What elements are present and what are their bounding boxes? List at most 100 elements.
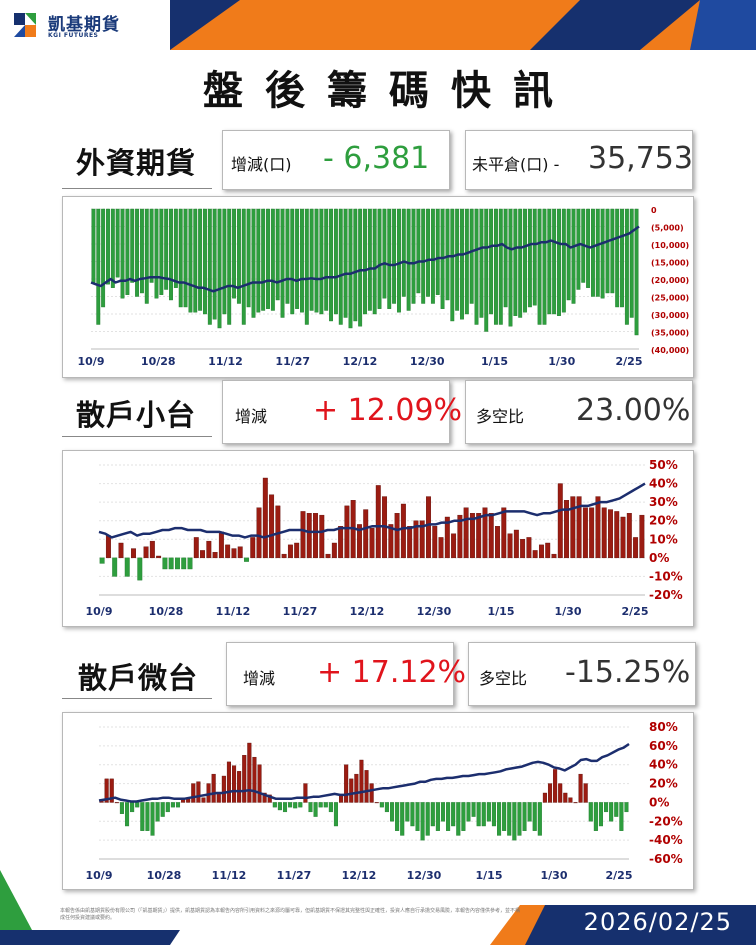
chart-bar	[493, 208, 498, 325]
chart-bar	[387, 208, 392, 309]
chart-bar	[323, 802, 328, 808]
chart-bar	[272, 802, 277, 808]
chart-bar	[410, 802, 415, 827]
chart-bar	[170, 802, 175, 808]
chart-bar	[634, 208, 639, 336]
chart-bar	[237, 546, 243, 559]
chart-bar	[364, 770, 369, 803]
chart-bar	[425, 802, 430, 836]
chart-bar	[489, 208, 494, 315]
x-tick-label: 11/12	[212, 869, 247, 882]
chart-bar	[169, 208, 173, 301]
y-tick-label: 30%	[649, 495, 678, 509]
chart-bar	[513, 208, 518, 316]
chart-bar	[479, 208, 484, 318]
chart-bar	[446, 802, 451, 831]
chart-bar	[416, 208, 421, 294]
chart-bar	[212, 208, 217, 320]
chart-line-series	[98, 742, 630, 803]
chart-bar	[191, 783, 196, 803]
chart-bar	[104, 778, 109, 803]
oi-value: 35,753	[588, 141, 693, 176]
x-tick-label: 12/12	[342, 869, 377, 882]
chart-bar	[232, 765, 237, 803]
chart-bar	[349, 778, 354, 803]
chart-bar	[392, 208, 397, 304]
chart-bar	[382, 208, 387, 299]
chart-bar	[130, 802, 135, 813]
x-tick-label: 10/28	[141, 355, 176, 368]
chart-bar	[395, 802, 400, 831]
chart-bar	[196, 781, 201, 803]
chart-bar	[354, 773, 359, 803]
chart-bar	[463, 507, 469, 559]
chart-bar	[218, 531, 224, 559]
chart-bar	[523, 208, 527, 313]
x-tick-label: 1/15	[481, 355, 508, 368]
chart-bar	[573, 802, 578, 804]
chart-bar	[394, 513, 400, 559]
chart-bar	[343, 208, 348, 318]
chart-bar	[512, 802, 517, 841]
chart-bar	[476, 513, 482, 559]
chart-bar	[517, 802, 522, 836]
chart-bar	[498, 208, 503, 325]
chart-bar	[626, 513, 632, 559]
chart-bar	[314, 208, 319, 313]
chart-bar	[397, 208, 401, 313]
chart-bar	[389, 802, 395, 822]
chart-bar	[488, 513, 494, 559]
chart-bar	[451, 533, 457, 559]
oi-label: 未平倉(口) -	[472, 155, 560, 174]
x-tick-label: 1/30	[541, 869, 568, 882]
section-title-retail-micro: 散戶微台	[78, 661, 199, 695]
chart-bar	[570, 496, 576, 559]
chart-bar	[455, 208, 460, 311]
x-tick-label: 12/30	[417, 605, 452, 618]
chart-bar	[457, 514, 463, 559]
chart-bar	[566, 208, 571, 301]
chart-bar	[460, 208, 464, 320]
chart-bar	[300, 208, 304, 313]
chart-bar	[438, 537, 444, 559]
chart-bar	[225, 544, 231, 559]
chart-bar	[256, 208, 261, 313]
brand-name: 凱基期貨	[48, 15, 120, 35]
chart-bar	[520, 539, 526, 559]
chart-bar	[135, 802, 140, 808]
chart-bar	[400, 802, 405, 836]
x-tick-label: 11/27	[275, 355, 310, 368]
chart-bar	[237, 771, 242, 803]
chart-bar	[502, 802, 507, 831]
chart-bar	[532, 550, 538, 559]
chart-bar	[206, 540, 212, 559]
chart-bar	[207, 208, 212, 325]
chart-bar	[600, 208, 605, 299]
chart-bar	[356, 524, 362, 559]
y-tick-label: -20%	[649, 588, 683, 602]
chart-bar	[532, 208, 537, 306]
chart-bar	[183, 208, 188, 308]
chart-bar	[168, 557, 174, 570]
chart-bar	[226, 761, 231, 803]
change-value: + 12.09%	[313, 393, 463, 428]
chart-bar	[313, 802, 318, 817]
chart-bar	[227, 208, 232, 325]
y-tick-label: 0%	[649, 551, 669, 565]
chart-bar	[624, 802, 629, 813]
y-tick-label: 40%	[649, 758, 678, 772]
x-tick-label: 2/25	[606, 869, 633, 882]
chart-bar	[440, 802, 446, 822]
chart-bar	[325, 553, 331, 559]
chart-bar	[256, 507, 262, 559]
chart-bar	[497, 802, 502, 836]
chart-bar	[372, 208, 377, 315]
chart-bar	[160, 802, 165, 817]
chart-bar	[589, 507, 595, 559]
chart-bar	[99, 557, 105, 564]
chart-bar	[518, 208, 523, 318]
section-title-foreign-futures: 外資期貨	[76, 146, 197, 180]
x-tick-label: 10/9	[86, 869, 113, 882]
chart-bar	[119, 802, 124, 814]
y-tick-label: -60%	[649, 852, 683, 866]
